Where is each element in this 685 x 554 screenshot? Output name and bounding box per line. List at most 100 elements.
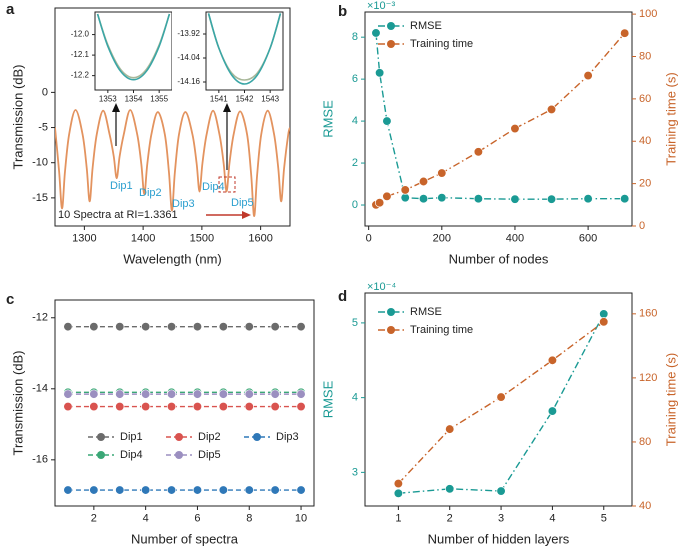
red-arrow-head xyxy=(242,211,251,219)
marker xyxy=(140,321,151,332)
marker xyxy=(63,401,73,412)
marker xyxy=(270,389,280,399)
y-axis-title: RMSE xyxy=(320,380,335,418)
x-axis-title: Wavelength (nm) xyxy=(123,251,222,266)
legend-marker xyxy=(175,433,183,441)
y-tick-label: 5 xyxy=(352,317,358,329)
panel: 1541 1542 1543 -13.92 -14.04 -14.16 xyxy=(172,10,285,106)
marker xyxy=(620,28,630,38)
marker xyxy=(218,401,229,412)
marker xyxy=(393,488,404,498)
y2-tick-label: 160 xyxy=(639,308,657,320)
x-tick-label: 3 xyxy=(498,513,504,525)
marker xyxy=(296,485,306,495)
marker xyxy=(418,194,429,204)
marker xyxy=(382,116,392,126)
y-tick-label: 4 xyxy=(352,115,358,127)
x-tick-label: 1353 xyxy=(99,95,117,104)
marker xyxy=(510,123,520,134)
x-tick-label: 200 xyxy=(433,233,451,245)
y-tick-label: 8 xyxy=(352,31,358,43)
legend-marker xyxy=(387,308,395,316)
y-multiplier: ×10⁻³ xyxy=(367,0,395,12)
legend-marker xyxy=(253,433,261,441)
legend-label: Dip5 xyxy=(198,449,221,461)
marker xyxy=(166,485,177,495)
panel-label: d xyxy=(338,288,347,305)
y-tick-label: -14 xyxy=(32,383,48,395)
marker xyxy=(140,389,151,399)
marker xyxy=(115,485,125,495)
legend-marker xyxy=(387,40,395,48)
y2-tick-label: 80 xyxy=(639,436,651,448)
x-tick-label: 1354 xyxy=(125,95,143,104)
marker xyxy=(400,193,410,203)
panel: 1353 1354 1355 -12.0 -12.1 -12.2 xyxy=(61,10,174,106)
y2-tick-label: 80 xyxy=(639,50,651,62)
marker xyxy=(296,321,306,332)
series-line xyxy=(375,32,626,206)
marker xyxy=(192,321,203,332)
marker xyxy=(63,321,73,332)
marker xyxy=(192,485,203,495)
marker xyxy=(192,401,203,412)
x-tick-label: 2 xyxy=(91,513,97,525)
x-tick-label: 1 xyxy=(395,513,401,525)
marker xyxy=(374,68,385,78)
panel: 1 2 3 4 5 3 4 5 40 80 120 160 Number of hidden layer… xyxy=(320,281,678,547)
x-tick-label: 400 xyxy=(506,233,524,245)
marker xyxy=(89,401,99,412)
y-tick-label: -12.0 xyxy=(71,30,90,39)
y2-tick-label: 120 xyxy=(639,372,657,384)
marker xyxy=(63,485,73,495)
marker xyxy=(115,389,125,399)
y-tick-label: 3 xyxy=(352,466,358,478)
panel: 2 4 6 8 10 -12 -14 -16 Number of spectra Transmis… xyxy=(6,291,315,546)
series-line xyxy=(55,109,290,218)
marker xyxy=(218,485,229,495)
series-line xyxy=(207,13,282,85)
x-axis-title: Number of spectra xyxy=(131,531,239,546)
marker xyxy=(583,194,593,204)
legend-label: RMSE xyxy=(410,306,442,318)
marker xyxy=(620,194,630,204)
x-tick-label: 600 xyxy=(579,233,597,245)
marker xyxy=(218,389,229,399)
marker xyxy=(599,309,609,319)
y-tick-label: 0 xyxy=(42,86,48,98)
y-tick-label: -14.16 xyxy=(177,77,200,86)
marker xyxy=(218,321,229,332)
y-axis-title: Transmission (dB) xyxy=(10,65,25,170)
marker xyxy=(400,185,410,195)
legend-label: Dip4 xyxy=(120,449,143,461)
y-tick-label: 0 xyxy=(352,199,358,211)
marker xyxy=(418,176,429,187)
x-tick-label: 4 xyxy=(143,513,149,525)
legend-label: Dip2 xyxy=(198,431,221,443)
panel-label: b xyxy=(338,3,347,20)
marker xyxy=(547,406,558,416)
note: 10 Spectra at RI=1.3361 xyxy=(58,209,178,221)
arrow-head xyxy=(223,103,231,112)
plot-frame xyxy=(54,299,315,507)
series-line xyxy=(398,313,605,494)
legend-marker xyxy=(387,22,395,30)
series-line xyxy=(397,321,605,485)
legend-marker xyxy=(175,451,183,459)
marker xyxy=(270,485,280,495)
plot-frame xyxy=(364,11,633,227)
marker xyxy=(546,194,557,204)
marker xyxy=(270,401,280,412)
legend-label: Training time xyxy=(410,38,473,50)
marker xyxy=(445,424,455,434)
x-tick-label: 2 xyxy=(447,513,453,525)
y-tick-label: -12.2 xyxy=(71,71,90,80)
marker xyxy=(89,321,99,332)
dip-label: Dip1 xyxy=(110,180,133,192)
x-tick-label: 1600 xyxy=(248,233,272,245)
y-tick-label: 4 xyxy=(352,392,358,404)
y-multiplier: ×10⁻⁴ xyxy=(367,281,396,293)
legend-label: RMSE xyxy=(410,20,442,32)
marker xyxy=(140,485,151,495)
